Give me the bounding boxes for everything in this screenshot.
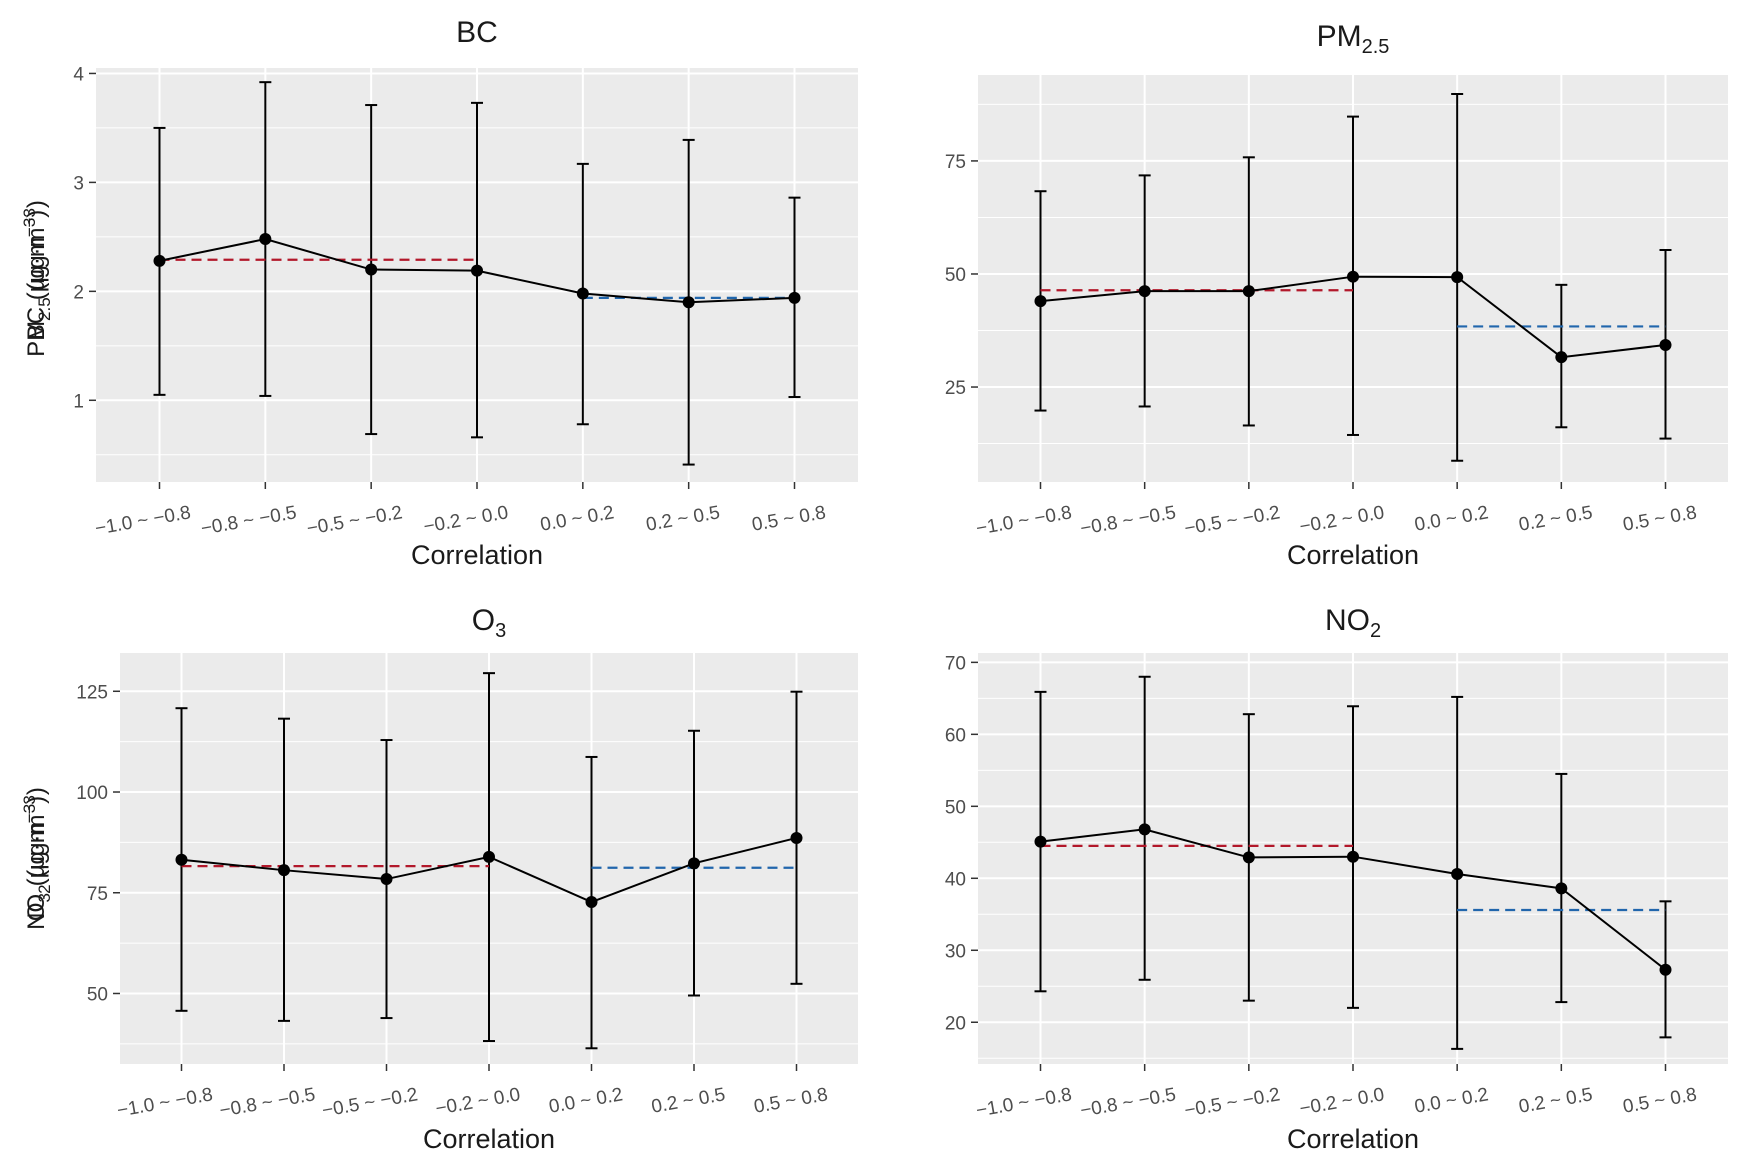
x-tick-label: −1.0 ~ −0.8 bbox=[94, 502, 193, 539]
mean-point bbox=[682, 296, 695, 309]
x-axis-label: Correlation bbox=[1287, 540, 1419, 570]
x-tick-label: 0.2 ~ 0.5 bbox=[1517, 502, 1594, 536]
x-tick-label: −0.8 ~ −0.5 bbox=[1079, 1084, 1178, 1121]
x-axis-label: Correlation bbox=[423, 1124, 555, 1154]
mean-point bbox=[790, 831, 803, 844]
mean-point bbox=[688, 857, 700, 870]
x-axis-label: Correlation bbox=[411, 540, 543, 570]
x-tick-label: −0.5 ~ −0.2 bbox=[1183, 1084, 1282, 1121]
x-tick-label: 0.0 ~ 0.2 bbox=[1413, 502, 1490, 536]
mean-point bbox=[1659, 963, 1672, 976]
mean-point bbox=[1138, 823, 1151, 836]
y-axis-label: PM2.5 (μg·m−3) bbox=[20, 200, 54, 357]
mean-point bbox=[1034, 835, 1047, 848]
mean-point bbox=[259, 233, 272, 246]
y-tick-label: 50 bbox=[87, 984, 108, 1005]
y-tick-label: 60 bbox=[945, 725, 966, 746]
y-tick-label: 4 bbox=[73, 64, 84, 85]
mean-point bbox=[153, 254, 166, 267]
y-axis-label: O3 (μg·m−3) bbox=[20, 796, 54, 921]
y-tick-label: 25 bbox=[945, 378, 966, 399]
y-tick-label: 70 bbox=[945, 653, 966, 674]
panel-title: O3 bbox=[472, 604, 506, 642]
x-axis-label: Correlation bbox=[1287, 1124, 1419, 1154]
y-tick-label: 20 bbox=[945, 1013, 966, 1034]
x-tick-label: 0.2 ~ 0.5 bbox=[1517, 1084, 1594, 1118]
x-tick-label: −0.8 ~ −0.5 bbox=[1079, 502, 1178, 539]
x-tick-label: 0.2 ~ 0.5 bbox=[650, 1084, 727, 1118]
y-tick-label: 3 bbox=[73, 173, 84, 194]
x-tick-label: −0.2 ~ 0.0 bbox=[1298, 1084, 1386, 1120]
mean-point bbox=[278, 864, 290, 877]
x-tick-label: 0.5 ~ 0.8 bbox=[1621, 502, 1698, 536]
mean-point bbox=[1451, 271, 1464, 284]
chart-panel-3: 50 75 100 125 −1.0 ~ −0.8 −0.8 ~ −0.5 −0.5 ~ −… bbox=[20, 604, 858, 1154]
mean-point bbox=[1555, 882, 1568, 895]
panel-title: BC bbox=[456, 16, 498, 49]
x-tick-label: −0.2 ~ 0.0 bbox=[434, 1084, 522, 1120]
y-tick-label: 100 bbox=[76, 783, 108, 804]
y-axis-label: NO2 (μg·m−3) bbox=[20, 787, 54, 930]
x-tick-label: −1.0 ~ −0.8 bbox=[975, 1084, 1074, 1121]
mean-point bbox=[788, 291, 801, 304]
chart-panel-1: 1 2 3 4 −1.0 ~ −0.8 −0.8 ~ −0.5 −0.5 ~ −0.2 −0.… bbox=[20, 16, 858, 570]
x-tick-label: −0.8 ~ −0.5 bbox=[218, 1084, 317, 1121]
y-tick-label: 2 bbox=[73, 282, 84, 303]
y-tick-label: 75 bbox=[945, 152, 966, 173]
y-tick-label: 40 bbox=[945, 869, 966, 890]
mean-point bbox=[1659, 338, 1672, 351]
mean-point bbox=[1555, 351, 1568, 364]
y-tick-label: 75 bbox=[87, 884, 108, 905]
mean-point bbox=[576, 287, 589, 300]
x-tick-label: 0.5 ~ 0.8 bbox=[750, 502, 827, 536]
y-tick-label: 50 bbox=[945, 797, 966, 818]
mean-point bbox=[1451, 867, 1464, 880]
x-tick-label: −0.2 ~ 0.0 bbox=[422, 502, 510, 538]
mean-point bbox=[483, 850, 495, 863]
x-tick-label: 0.5 ~ 0.8 bbox=[1621, 1084, 1698, 1118]
y-axis-label: BC (μg·m−3) bbox=[20, 210, 50, 341]
mean-point bbox=[365, 263, 378, 276]
x-tick-label: −0.5 ~ −0.2 bbox=[321, 1084, 420, 1121]
x-tick-label: −0.5 ~ −0.2 bbox=[1183, 502, 1282, 539]
x-tick-label: 0.5 ~ 0.8 bbox=[752, 1084, 829, 1118]
mean-point bbox=[1347, 270, 1359, 283]
x-tick-label: 0.2 ~ 0.5 bbox=[645, 502, 722, 536]
x-tick-label: 0.0 ~ 0.2 bbox=[539, 502, 616, 536]
mean-point bbox=[1034, 295, 1047, 308]
mean-point bbox=[1242, 851, 1255, 864]
mean-point bbox=[471, 264, 483, 277]
x-tick-label: −0.5 ~ −0.2 bbox=[305, 502, 404, 539]
panel-title: PM2.5 bbox=[1317, 20, 1390, 58]
y-tick-label: 125 bbox=[76, 682, 108, 703]
mean-point bbox=[1242, 285, 1255, 298]
x-tick-label: −0.8 ~ −0.5 bbox=[199, 502, 298, 539]
panel-title: NO2 bbox=[1325, 604, 1381, 642]
y-tick-label: 1 bbox=[73, 391, 84, 412]
y-tick-label: 50 bbox=[945, 265, 966, 286]
x-tick-label: −1.0 ~ −0.8 bbox=[975, 502, 1074, 539]
mean-point bbox=[380, 873, 393, 886]
mean-point bbox=[175, 853, 188, 866]
x-tick-label: 0.0 ~ 0.2 bbox=[547, 1084, 624, 1118]
x-tick-label: −0.2 ~ 0.0 bbox=[1298, 502, 1386, 538]
mean-point bbox=[1347, 850, 1359, 863]
y-tick-label: 30 bbox=[945, 941, 966, 962]
mean-point bbox=[585, 896, 598, 909]
x-tick-label: −1.0 ~ −0.8 bbox=[116, 1084, 215, 1121]
mean-point bbox=[1138, 285, 1151, 298]
x-tick-label: 0.0 ~ 0.2 bbox=[1413, 1084, 1490, 1118]
